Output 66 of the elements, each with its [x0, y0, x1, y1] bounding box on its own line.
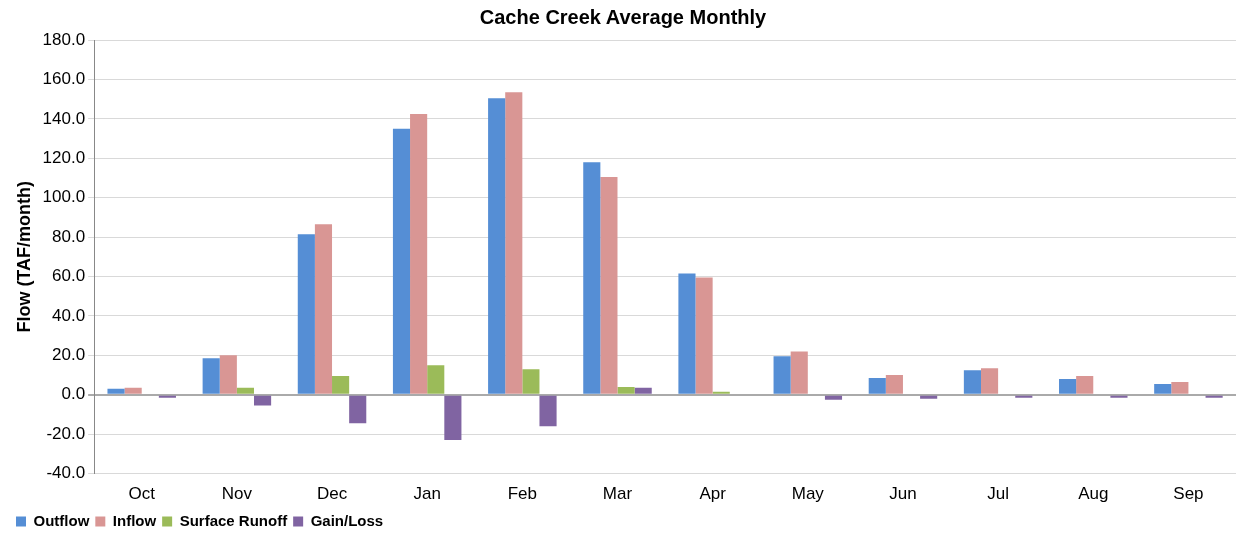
bar	[963, 370, 981, 394]
y-axis-title: Flow (TAF/month)	[13, 180, 34, 333]
bar	[444, 395, 462, 441]
bar	[254, 395, 272, 406]
bar	[297, 234, 315, 394]
bar	[107, 388, 125, 394]
x-tick-label: Jun	[889, 484, 917, 504]
bar	[522, 369, 540, 394]
bar	[314, 224, 333, 394]
x-tick-label: Jul	[987, 484, 1009, 504]
legend-label: Outflow	[33, 511, 90, 529]
bar	[790, 351, 808, 394]
bar	[505, 92, 523, 394]
x-tick-label: Nov	[221, 484, 253, 504]
y-tick-label: 0.0	[61, 384, 86, 404]
bar	[349, 395, 367, 424]
bar	[678, 273, 696, 394]
bar	[824, 395, 843, 400]
bar	[695, 277, 713, 394]
chart-title: Cache Creek Average Monthly	[479, 5, 768, 28]
bar	[124, 387, 142, 394]
bar	[773, 356, 791, 394]
bar	[1171, 381, 1189, 394]
x-tick-label: Aug	[1078, 484, 1109, 504]
y-tick-label: 120.0	[42, 147, 86, 167]
bar	[1154, 383, 1172, 394]
x-tick-label: Mar	[602, 484, 633, 504]
y-tick-label: 100.0	[42, 187, 86, 207]
bar	[236, 387, 254, 394]
bar	[219, 355, 237, 394]
legend-label: Surface Runoff	[179, 511, 289, 529]
bar	[427, 365, 445, 394]
y-tick-label: 160.0	[42, 69, 86, 89]
y-tick-label: 20.0	[52, 345, 86, 365]
x-tick-label: Sep	[1173, 484, 1204, 504]
bar	[617, 386, 635, 394]
x-tick-label: Dec	[316, 484, 348, 504]
y-tick-label: 40.0	[52, 305, 86, 325]
bar	[392, 128, 411, 394]
x-tick-label: May	[791, 484, 825, 504]
x-tick-label: Apr	[699, 484, 727, 504]
bar	[885, 375, 903, 394]
bar	[868, 378, 886, 394]
bar	[1059, 379, 1077, 394]
bar	[410, 113, 428, 394]
y-tick-label: 60.0	[52, 266, 86, 286]
bar	[539, 395, 557, 427]
y-tick-label: 140.0	[42, 108, 86, 128]
y-tick-label: -40.0	[46, 463, 86, 483]
bar	[634, 387, 652, 394]
bar	[920, 395, 938, 399]
bar	[980, 368, 999, 394]
bar	[583, 162, 601, 394]
y-tick-label: -20.0	[46, 423, 86, 443]
legend-label: Inflow	[112, 511, 157, 529]
x-tick-label: Oct	[128, 484, 156, 504]
bar	[332, 376, 350, 394]
bar	[1076, 376, 1094, 394]
bar	[600, 176, 618, 394]
bar	[202, 358, 220, 394]
bar	[488, 98, 506, 394]
y-tick-label: 80.0	[52, 226, 86, 246]
x-tick-label: Feb	[507, 484, 537, 504]
y-tick-label: 180.0	[42, 29, 86, 49]
x-tick-label: Jan	[413, 484, 441, 504]
legend-label: Gain/Loss	[310, 511, 384, 529]
